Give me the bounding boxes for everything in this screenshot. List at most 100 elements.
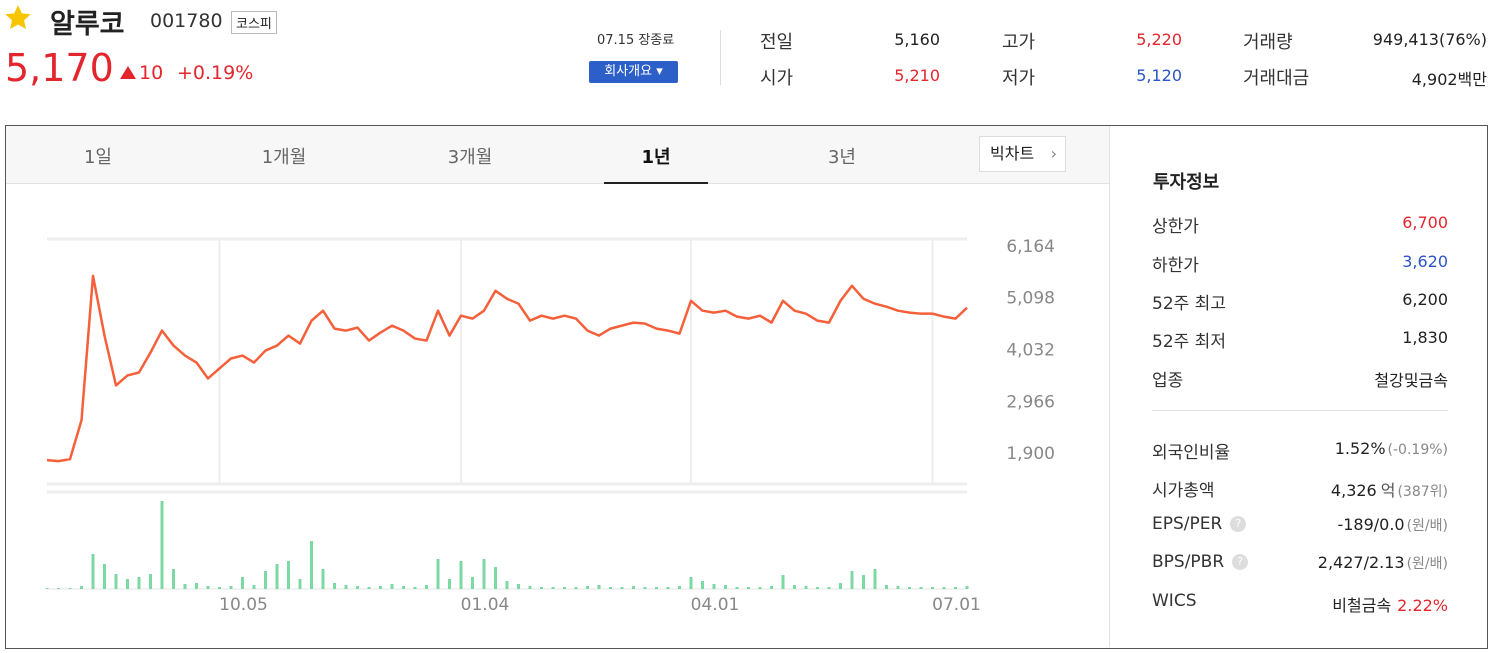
- tab[interactable]: 1일: [83, 147, 112, 168]
- volume-bar: [264, 571, 267, 589]
- info-main: 1.52%: [1334, 439, 1386, 458]
- volume-bar: [965, 586, 969, 589]
- volume-bar: [91, 554, 95, 589]
- volume-bar: [356, 586, 359, 589]
- volume-bar: [540, 587, 543, 589]
- volume-bar: [643, 587, 647, 589]
- market-badge: 코스피: [231, 11, 277, 34]
- volume-bar: [252, 585, 256, 589]
- info-main: 4,326: [1330, 481, 1377, 500]
- summary-value: 5,160: [894, 30, 940, 49]
- summary-value: 5,120: [1136, 66, 1182, 85]
- info-label: BPS/PBR?: [1152, 552, 1249, 572]
- info-label: 52주 최고: [1152, 294, 1226, 314]
- info-label: 상한가: [1152, 217, 1199, 237]
- volume-bar: [620, 587, 624, 589]
- summary-value: 5,220: [1136, 30, 1182, 49]
- volume-bar: [57, 588, 60, 589]
- change-rate: +0.19%: [177, 62, 254, 84]
- volume-bar: [425, 585, 428, 589]
- chart-box: [5, 125, 1488, 649]
- volume-bar: [896, 586, 900, 589]
- volume-bar: [655, 587, 658, 589]
- tab[interactable]: 3년: [827, 147, 856, 168]
- volume-bar: [551, 587, 555, 589]
- invest-divider: [1152, 410, 1448, 411]
- info-main: 비철금속: [1332, 596, 1392, 615]
- info-extra: 2.22%: [1397, 596, 1448, 615]
- volume-bar: [448, 579, 451, 589]
- volume-bar: [218, 587, 221, 589]
- stock-code: 001780: [150, 10, 223, 32]
- tab[interactable]: 3개월: [447, 147, 493, 168]
- info-label: 52주 최저: [1152, 332, 1226, 352]
- volume-bar: [310, 541, 313, 589]
- info-value: 2,427/2.13 (원/배): [1318, 553, 1448, 573]
- help-icon[interactable]: ?: [1230, 516, 1247, 532]
- volume-bar: [678, 586, 681, 589]
- info-label: 외국인비율: [1152, 443, 1231, 463]
- info-main: 6,200: [1402, 290, 1448, 309]
- volume-bar: [586, 586, 589, 589]
- divider: [720, 30, 721, 85]
- summary-label: 고가: [1002, 32, 1036, 53]
- volume-bar: [402, 586, 405, 589]
- info-value: 6,700: [1402, 213, 1448, 232]
- y-tick-label: 6,164: [1006, 237, 1055, 257]
- help-icon[interactable]: ?: [1232, 554, 1249, 570]
- volume-bar: [241, 577, 244, 589]
- info-value: 6,200: [1402, 290, 1448, 309]
- summary-label: 전일: [760, 32, 794, 53]
- volume-bar: [885, 585, 888, 589]
- y-tick-label: 4,032: [1006, 341, 1055, 361]
- price: 5,170: [5, 46, 114, 90]
- x-tick-label: 04.01: [691, 595, 740, 615]
- volume-bar: [195, 583, 198, 589]
- market-status: 07.15 장종료: [597, 33, 675, 48]
- volume-bar: [919, 587, 923, 589]
- tab[interactable]: 1년: [641, 147, 671, 168]
- panel-divider: [1109, 126, 1110, 647]
- info-label: 하한가: [1152, 256, 1199, 276]
- volume-bar: [160, 501, 164, 589]
- volume-bar: [413, 587, 417, 589]
- y-tick-label: 1,900: [1006, 444, 1055, 464]
- tab[interactable]: 1개월: [261, 147, 307, 168]
- info-value: 철강및금속: [1374, 367, 1448, 391]
- summary-label: 저가: [1002, 68, 1036, 89]
- volume-bar: [471, 577, 474, 589]
- volume-bar: [114, 574, 118, 589]
- summary-label: 거래대금: [1243, 68, 1310, 89]
- x-tick-label: 10.05: [219, 595, 268, 615]
- volume-bar: [459, 561, 463, 589]
- y-tick-label: 2,966: [1006, 392, 1055, 412]
- volume-bar: [942, 587, 946, 589]
- volume-bar: [724, 585, 727, 589]
- info-label: WICS: [1152, 591, 1197, 611]
- volume-bar: [344, 585, 348, 589]
- volume-bar: [206, 586, 210, 589]
- big-chart-label: 빅차트: [990, 144, 1035, 163]
- info-label: 시가총액: [1152, 481, 1215, 501]
- info-label: EPS/PER?: [1152, 514, 1247, 534]
- summary-value: 4,902백만: [1411, 70, 1487, 89]
- info-main: 1,830: [1402, 328, 1448, 347]
- summary-value: 949,413(76%): [1372, 30, 1487, 49]
- big-chart-button[interactable]: 빅차트 ›: [979, 136, 1066, 172]
- volume-bar: [758, 587, 762, 589]
- volume-bar: [770, 586, 773, 589]
- info-main: 6,700: [1402, 213, 1448, 232]
- volume-bar: [666, 587, 670, 589]
- invest-title: 투자정보: [1153, 172, 1220, 193]
- volume-bar: [275, 564, 279, 589]
- favorite-star[interactable]: [4, 4, 32, 32]
- volume-bar: [80, 586, 83, 589]
- company-button[interactable]: 회사개요 ▾: [589, 61, 678, 83]
- volume-bar: [804, 586, 808, 589]
- volume-bar: [701, 581, 704, 589]
- volume-bar: [172, 569, 175, 589]
- tab-bar: [6, 126, 1109, 184]
- info-unit: 억: [1380, 481, 1396, 500]
